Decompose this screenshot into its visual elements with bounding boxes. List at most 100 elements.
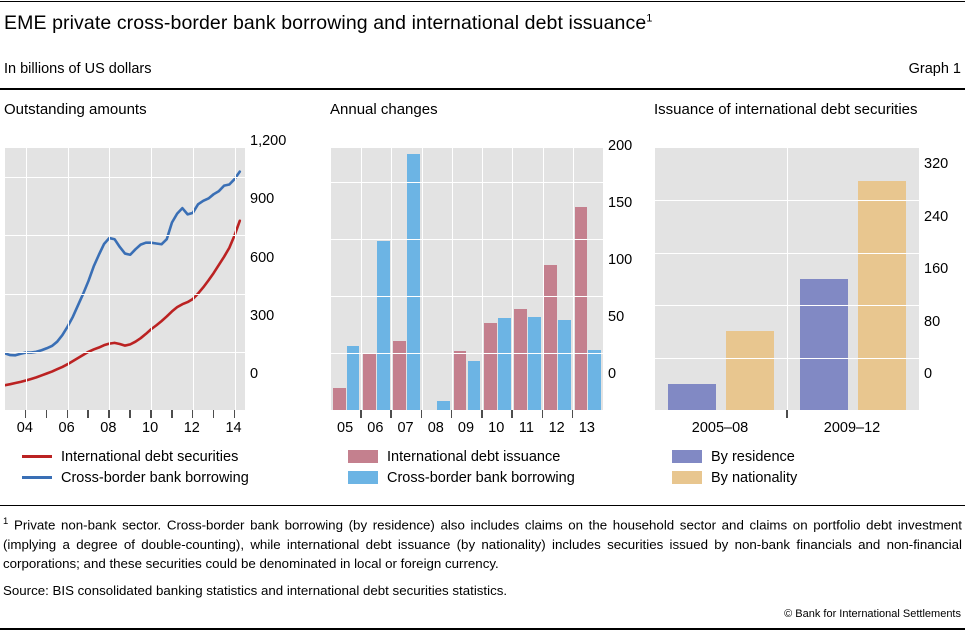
units-subtitle: In billions of US dollars xyxy=(4,61,152,77)
y-axis-label: 100 xyxy=(608,252,633,269)
panel1-line-svg xyxy=(5,170,242,387)
source-line: Source: BIS consolidated banking statist… xyxy=(3,583,508,598)
panel2-plot-area xyxy=(331,148,603,410)
x-axis-label: 2009–12 xyxy=(823,420,881,436)
panel1-legend: International debt securities Cross-borde… xyxy=(4,446,304,488)
bar-cross-border-bank-borrowing-09 xyxy=(467,361,481,410)
legend-item: International debt issuance xyxy=(330,446,630,467)
bar-by-residence-2005–08 xyxy=(668,383,716,410)
bar-by-nationality-2009–12 xyxy=(858,180,906,410)
x-tick-sep-8 xyxy=(571,410,574,418)
bar-international-debt-issuance-12 xyxy=(544,265,558,410)
x-tick-2010 xyxy=(150,410,152,418)
x-axis-label: 06 xyxy=(367,420,384,436)
top-rule xyxy=(0,1,965,2)
y-axis-label: 200 xyxy=(608,138,633,155)
gridline-y-100 xyxy=(331,296,603,298)
x-axis-label: 08 xyxy=(427,420,444,436)
panel3-title: Issuance of international debt securitie… xyxy=(654,101,918,118)
gridline-y-300 xyxy=(5,351,245,353)
panel2-title: Annual changes xyxy=(330,101,438,118)
bar-cross-border-bank-borrowing-07 xyxy=(407,153,420,410)
legend-swatch-line xyxy=(22,475,52,480)
y-axis-label: 80 xyxy=(924,313,941,330)
x-tick-sep-7 xyxy=(541,410,544,418)
legend-label: By nationality xyxy=(711,469,798,486)
legend-swatch-box xyxy=(348,471,378,484)
x-tick-sep-6 xyxy=(511,410,513,418)
gridline-x-sep-2 xyxy=(391,148,393,410)
x-tick-2014 xyxy=(233,410,236,418)
page-title: EME private cross-border bank borrowing … xyxy=(4,12,653,35)
x-axis-label: 08 xyxy=(100,420,117,436)
bar-international-debt-issuance-10 xyxy=(483,323,497,410)
x-tick-sep-3 xyxy=(420,410,423,418)
legend-swatch-box xyxy=(672,450,702,463)
x-tick-sep-1 xyxy=(360,410,362,418)
title-footnote-marker: 1 xyxy=(646,12,653,25)
page-title-text: EME private cross-border bank borrowing … xyxy=(4,12,647,34)
gridline-x-2014 xyxy=(234,148,236,410)
x-axis-label: 2005–08 xyxy=(691,420,749,436)
panel-issuance-of-international-debt-securities: Issuance of international debt securitie… xyxy=(654,100,961,488)
bar-international-debt-issuance-09 xyxy=(453,350,467,410)
gridline-x-2010 xyxy=(151,148,153,410)
bar-international-debt-issuance-11 xyxy=(514,308,527,410)
gridline-x-2004 xyxy=(25,148,27,410)
gridline-y-50 xyxy=(331,353,603,355)
line-series-0 xyxy=(5,219,242,387)
panel3-legend: By residence By nationality xyxy=(654,446,961,488)
bar-international-debt-issuance-13 xyxy=(574,207,588,410)
y-axis-label: 300 xyxy=(250,307,275,324)
copyright-line: © Bank for International Settlements xyxy=(784,608,961,620)
gridline-x-2012 xyxy=(192,148,194,410)
y-axis-label: 0 xyxy=(608,366,617,382)
bar-cross-border-bank-borrowing-05 xyxy=(346,346,360,410)
x-tick-2011 xyxy=(170,410,173,418)
bar-cross-border-bank-borrowing-10 xyxy=(497,317,511,410)
bar-by-residence-2009–12 xyxy=(800,279,848,410)
y-axis-label: 240 xyxy=(924,208,949,225)
x-tick-2013 xyxy=(212,410,215,418)
gridline-y-1200 xyxy=(5,177,245,179)
gridline-x-sep-7 xyxy=(542,148,544,410)
x-axis-label: 14 xyxy=(225,420,242,436)
panel3-x-axis: 2005–08 2009–12 xyxy=(654,410,961,442)
x-tick-2008 xyxy=(108,410,110,418)
legend-item: International debt securities xyxy=(4,446,304,467)
bar-international-debt-issuance-07 xyxy=(393,340,407,410)
footnote: 1 Private non-bank sector. Cross-border … xyxy=(3,512,962,574)
panel3-plot-area xyxy=(655,148,919,410)
legend-item: By residence xyxy=(654,446,961,467)
gridline-y-600 xyxy=(5,293,245,295)
x-tick-2009 xyxy=(129,410,131,418)
y-axis-label: 150 xyxy=(608,195,633,212)
x-axis-label: 10 xyxy=(142,420,159,436)
legend-item: Cross-border bank borrowing xyxy=(330,467,630,488)
x-tick-sep-1 xyxy=(786,410,788,418)
x-tick-2005 xyxy=(45,410,48,418)
x-tick-sep-4 xyxy=(450,410,453,418)
gridline-x-2006 xyxy=(67,148,69,410)
bar-international-debt-issuance-06 xyxy=(363,354,376,410)
panel1-title: Outstanding amounts xyxy=(4,101,147,118)
y-axis-label: 0 xyxy=(924,366,933,382)
panel2-bars xyxy=(331,148,603,410)
legend-swatch-box xyxy=(672,471,702,484)
y-axis-label: 160 xyxy=(924,261,949,278)
gridline-y-900 xyxy=(5,235,245,237)
bar-international-debt-issuance-05 xyxy=(332,388,346,410)
panel-outstanding-amounts: Outstanding amounts 0 300 600 900 1,200 04 06… xyxy=(4,100,304,488)
gridline-y-150 xyxy=(331,239,603,241)
y-axis-label: 600 xyxy=(250,249,275,266)
legend-label: International debt issuance xyxy=(387,448,561,465)
x-tick-2012 xyxy=(191,410,194,418)
gridline-y-200 xyxy=(331,182,603,184)
gridline-x-2008 xyxy=(109,148,111,410)
x-axis-label: 10 xyxy=(488,420,505,436)
footnote-text: Private non-bank sector. Cross-border ba… xyxy=(3,517,963,572)
gridline-x-sep-5 xyxy=(482,148,484,410)
panel2-x-axis: 05 06 07 08 09 10 11 12 13 xyxy=(330,410,630,442)
x-axis-label: 12 xyxy=(548,420,565,436)
